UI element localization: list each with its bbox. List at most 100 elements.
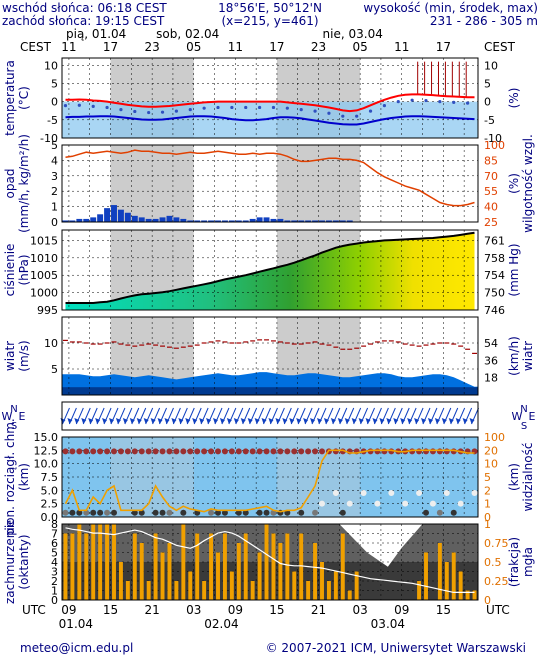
cloud-layer-dot — [159, 509, 166, 516]
left-tick-label: 5.0 — [41, 484, 59, 497]
precip-bar — [138, 217, 145, 222]
wind-arrow-head — [136, 418, 142, 424]
dew-point-dot — [382, 104, 386, 108]
cloud-top-dot — [131, 448, 138, 455]
wind-arrow-head — [407, 418, 413, 424]
wind-arrow-head — [455, 418, 461, 424]
left-axis-unit: (km) — [17, 463, 31, 491]
cloud-cover-bar — [70, 533, 75, 600]
precip-bar — [228, 220, 235, 222]
left-axis-label: zachmurzenie — [3, 520, 17, 604]
compass-e-right: E — [529, 410, 536, 423]
cloud-layer-dot — [312, 509, 319, 516]
elevation-values: 231 - 286 - 305 m — [430, 14, 538, 28]
left-tick-label: 1 — [51, 585, 58, 598]
below-zero-area — [62, 101, 478, 138]
precip-bar — [104, 208, 111, 222]
wind-arrow-head — [441, 418, 447, 424]
wind-arrow-head — [351, 418, 357, 424]
wind-arrow-head — [122, 418, 128, 424]
compass-s-left: S — [11, 421, 17, 432]
wind-arrow-head — [171, 418, 177, 424]
dew-point-dot — [174, 109, 178, 113]
wind-arrow-head — [344, 418, 350, 424]
cloud-cover-bar — [160, 552, 165, 600]
cloud-top-dot — [215, 448, 221, 455]
cloud-top-dot — [242, 448, 249, 455]
precip-bar — [90, 217, 97, 222]
cloud-top-dot — [83, 448, 90, 455]
cloud-cover-bar — [271, 533, 276, 600]
cloud-layer-dot — [69, 509, 76, 516]
cloud-top-dot — [256, 448, 263, 455]
panel-dir-bg — [62, 402, 478, 430]
bottom-hour-label: 21 — [311, 603, 326, 617]
right-axis-label: mgła — [521, 547, 535, 577]
cloud-top-dot — [423, 448, 429, 455]
cloud-cover-bar — [174, 581, 179, 600]
dew-point-dot — [230, 105, 234, 110]
cloud-top-dot — [298, 448, 305, 455]
precip-bar — [305, 220, 312, 222]
cloud-cover-bar — [229, 571, 234, 600]
cloud-layer-dot — [111, 509, 117, 516]
cloud-cover-bar — [181, 524, 186, 600]
dew-point-dot — [147, 110, 151, 115]
precip-bar — [145, 218, 152, 222]
wind-arrow-head — [74, 418, 80, 424]
wind-arrow-head — [317, 418, 322, 424]
cloud-cover-bar — [292, 571, 297, 600]
wind-arrow-head — [102, 418, 108, 424]
wind-arrow-head — [247, 418, 253, 424]
cloud-layer-dot — [360, 490, 367, 496]
wind-arrow-head — [434, 418, 440, 424]
left-tick-label: 3 — [51, 566, 58, 579]
precip-bar — [76, 218, 83, 222]
footer-email: meteo@icm.edu.pl — [20, 641, 133, 655]
wind-arrow-head — [282, 418, 288, 424]
left-axis-unit: (hPa) — [17, 254, 31, 285]
precip-bar — [187, 220, 194, 222]
precip-bar — [97, 214, 104, 222]
cloud-layer-dot — [62, 509, 69, 516]
wind-arrow-head — [115, 418, 121, 424]
wind-arrow-head — [372, 418, 378, 424]
cloud-cover-bar — [132, 533, 137, 600]
cloud-layer-dot — [166, 509, 173, 516]
right-tick-label: 20 — [484, 444, 498, 457]
cloud-top-dot — [104, 448, 111, 455]
dew-point-dot — [341, 114, 345, 118]
wind-arrow-head — [109, 418, 114, 424]
dew-point-dot — [271, 105, 276, 110]
day-label-top-3: nie, 03.04 — [323, 27, 383, 41]
wind-arrow-head — [330, 418, 336, 424]
precip-bar — [62, 220, 69, 222]
cloud-top-dot — [221, 448, 228, 455]
right-tick-label: 10 — [484, 59, 498, 72]
cloud-top-dot — [284, 448, 291, 455]
cloud-layer-dot — [416, 490, 423, 496]
dew-point-dot — [91, 104, 95, 108]
cloud-layer-dot — [131, 509, 138, 516]
cloud-top-dot — [187, 448, 194, 455]
timezone-bottom-left: UTC — [22, 603, 46, 617]
fog-line — [65, 527, 475, 594]
cloud-top-dot — [436, 448, 443, 455]
wind-arrow-head — [358, 418, 364, 424]
wind-arrow-head — [303, 418, 309, 424]
precip-bar — [194, 220, 201, 222]
precip-bar — [152, 218, 159, 222]
cloud-layer-dot — [346, 500, 353, 507]
dew-point-dot — [133, 109, 137, 114]
cloud-layer-dot — [221, 509, 228, 516]
cloud-layer-dot — [436, 509, 443, 516]
right-axis-label: wilgotność wzgl. — [521, 134, 535, 233]
wind-arrow-head — [81, 418, 87, 424]
left-tick-label: 15.0 — [34, 431, 59, 444]
right-tick-label: 754 — [484, 269, 505, 282]
cloud-top-dot — [208, 448, 215, 455]
grid-point-text: (x=215, y=461) — [221, 14, 318, 28]
cloud-layer-dot — [339, 509, 346, 516]
cover-low-band — [62, 562, 478, 600]
panel-wind-border — [61, 316, 479, 396]
